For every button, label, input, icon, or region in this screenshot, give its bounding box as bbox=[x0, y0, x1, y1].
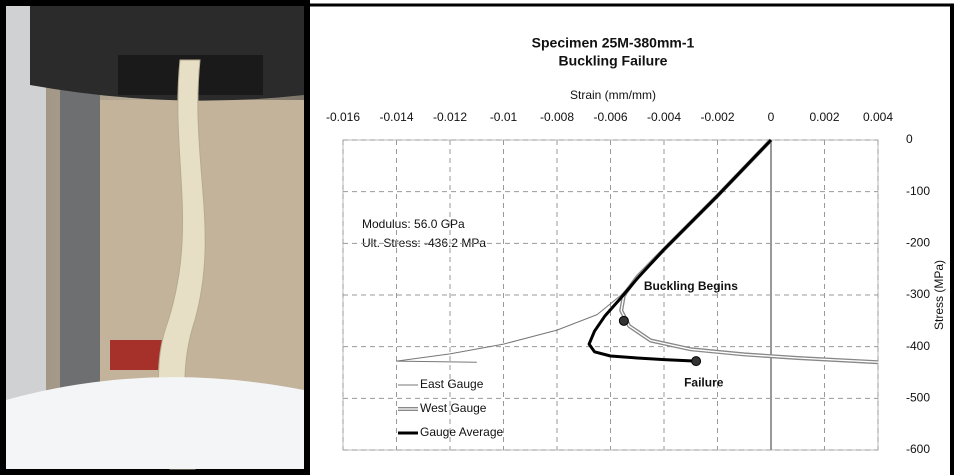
x-tick-label: -0.012 bbox=[433, 110, 467, 124]
series-line bbox=[621, 140, 878, 362]
y-tick-label: 0 bbox=[906, 132, 913, 146]
y-tick-label: -400 bbox=[906, 339, 930, 353]
y-axis-label: Stress (MPa) bbox=[932, 260, 946, 330]
marker bbox=[619, 316, 628, 325]
legend-label: West Gauge bbox=[420, 401, 487, 415]
y-tick-label: -500 bbox=[906, 391, 930, 405]
y-tick-label: -600 bbox=[906, 442, 930, 456]
series-line bbox=[397, 140, 772, 362]
page: {"chart_data": {"type": "line", "title":… bbox=[0, 0, 954, 475]
x-tick-label: 0.004 bbox=[863, 110, 893, 124]
x-tick-label: 0 bbox=[768, 110, 775, 124]
x-tick-label: -0.002 bbox=[700, 110, 734, 124]
photo bbox=[0, 0, 310, 475]
x-tick-label: 0.002 bbox=[809, 110, 839, 124]
legend-label: East Gauge bbox=[420, 377, 484, 391]
x-axis-label: Strain (mm/mm) bbox=[570, 88, 656, 102]
x-tick-label: -0.006 bbox=[593, 110, 627, 124]
marker-label: Buckling Begins bbox=[644, 279, 738, 293]
y-tick-label: -200 bbox=[906, 236, 930, 250]
x-tick-label: -0.014 bbox=[379, 110, 413, 124]
chart-title: Specimen 25M-380mm-1 bbox=[532, 35, 695, 51]
y-tick-label: -100 bbox=[906, 184, 930, 198]
legend-label: Gauge Average bbox=[420, 425, 504, 439]
marker-label: Failure bbox=[684, 375, 724, 389]
marker bbox=[692, 357, 701, 366]
chart-subtitle: Buckling Failure bbox=[559, 53, 668, 69]
x-tick-label: -0.004 bbox=[647, 110, 681, 124]
x-tick-label: -0.016 bbox=[326, 110, 360, 124]
x-tick-label: -0.01 bbox=[490, 110, 518, 124]
series-line bbox=[589, 140, 771, 361]
figure: Specimen 25M-380mm-1 Buckling Failure St… bbox=[0, 0, 954, 475]
x-tick-label: -0.008 bbox=[540, 110, 574, 124]
frame-right bbox=[950, 5, 954, 475]
y-tick-label: -300 bbox=[906, 287, 930, 301]
